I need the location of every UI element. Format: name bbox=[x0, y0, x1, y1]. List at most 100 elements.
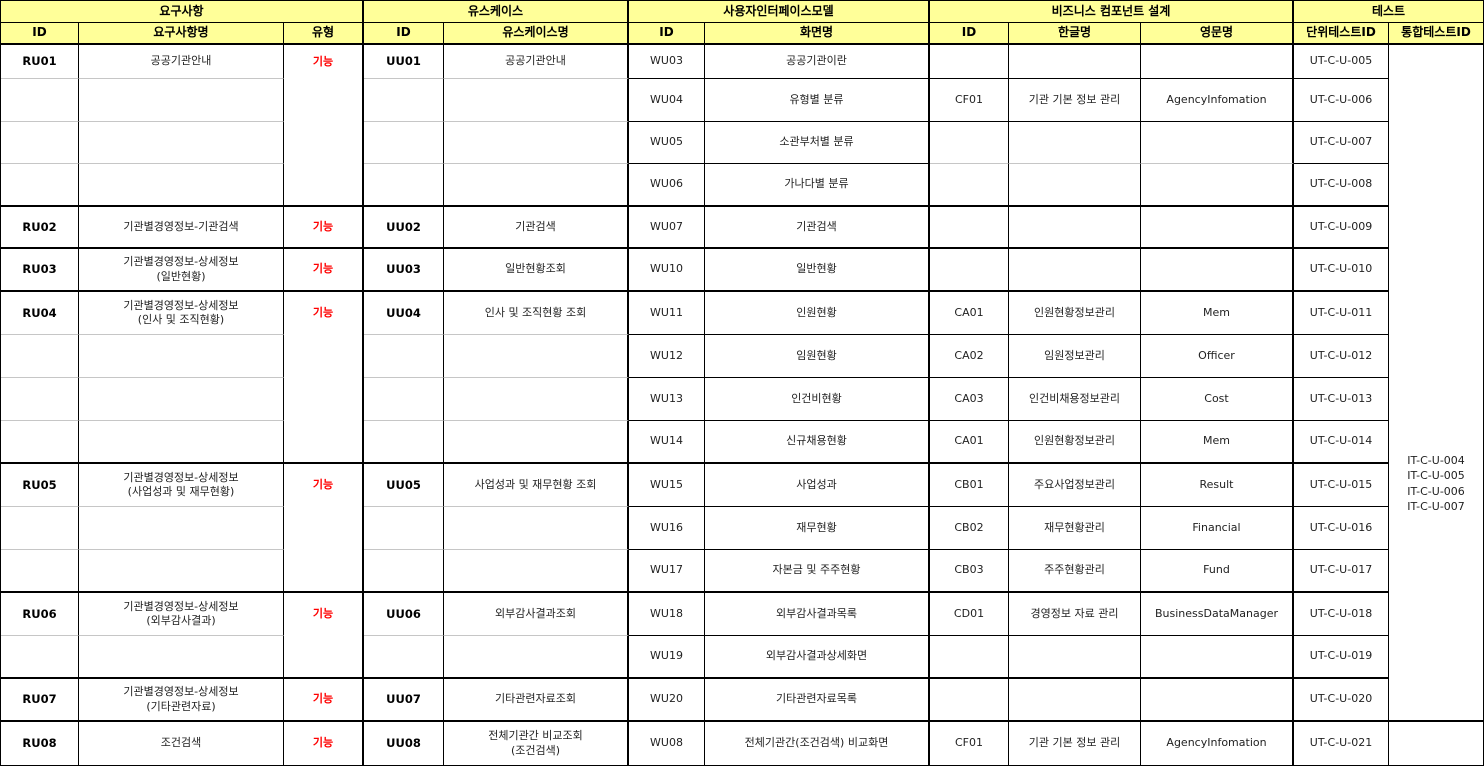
col-header-usecase-id[interactable]: ID bbox=[364, 23, 444, 45]
component-en-cell[interactable]: Mem bbox=[1141, 421, 1294, 464]
component-id-cell[interactable]: CB03 bbox=[930, 550, 1009, 593]
component-en-cell[interactable]: Financial bbox=[1141, 507, 1294, 550]
req-type-cell[interactable]: 기능 bbox=[284, 593, 364, 636]
unit-test-cell[interactable]: UT-C-U-017 bbox=[1294, 550, 1389, 593]
usecase-name-cell[interactable]: 기타관련자료조회 bbox=[444, 679, 629, 722]
req-id-cell[interactable] bbox=[1, 79, 79, 122]
req-id-cell[interactable]: RU01 bbox=[1, 45, 79, 79]
component-id-cell[interactable]: CA01 bbox=[930, 421, 1009, 464]
usecase-id-cell[interactable] bbox=[364, 507, 444, 550]
req-id-cell[interactable] bbox=[1, 636, 79, 679]
unit-test-cell[interactable]: UT-C-U-008 bbox=[1294, 164, 1389, 207]
component-id-cell[interactable] bbox=[930, 164, 1009, 207]
usecase-name-cell[interactable] bbox=[444, 164, 629, 207]
component-id-cell[interactable] bbox=[930, 45, 1009, 79]
component-id-cell[interactable] bbox=[930, 636, 1009, 679]
unit-test-cell[interactable]: UT-C-U-021 bbox=[1294, 722, 1389, 765]
req-name-cell[interactable]: 기관별경영정보-기관검색 bbox=[79, 207, 284, 249]
component-en-cell[interactable]: Officer bbox=[1141, 335, 1294, 378]
unit-test-cell[interactable]: UT-C-U-007 bbox=[1294, 122, 1389, 164]
req-id-cell[interactable] bbox=[1, 164, 79, 207]
component-id-cell[interactable]: CD01 bbox=[930, 593, 1009, 636]
component-id-cell[interactable]: CA02 bbox=[930, 335, 1009, 378]
req-id-cell[interactable] bbox=[1, 421, 79, 464]
component-id-cell[interactable]: CB02 bbox=[930, 507, 1009, 550]
usecase-name-cell[interactable] bbox=[444, 378, 629, 421]
component-id-cell[interactable]: CF01 bbox=[930, 79, 1009, 122]
screen-id-cell[interactable]: WU08 bbox=[629, 722, 705, 765]
req-name-cell[interactable] bbox=[79, 507, 284, 550]
component-kr-cell[interactable]: 인원현황정보관리 bbox=[1009, 292, 1141, 335]
req-id-cell[interactable] bbox=[1, 122, 79, 164]
usecase-name-cell[interactable]: 외부감사결과조회 bbox=[444, 593, 629, 636]
component-kr-cell[interactable] bbox=[1009, 207, 1141, 249]
screen-name-cell[interactable]: 재무현황 bbox=[705, 507, 930, 550]
component-en-cell[interactable]: BusinessDataManager bbox=[1141, 593, 1294, 636]
usecase-id-cell[interactable] bbox=[364, 164, 444, 207]
component-id-cell[interactable] bbox=[930, 249, 1009, 292]
col-header-unit-test-id[interactable]: 단위테스트ID bbox=[1294, 23, 1389, 45]
screen-name-cell[interactable]: 신규채용현황 bbox=[705, 421, 930, 464]
req-id-cell[interactable] bbox=[1, 335, 79, 378]
component-en-cell[interactable] bbox=[1141, 122, 1294, 164]
col-header-req-type[interactable]: 유형 bbox=[284, 23, 364, 45]
screen-id-cell[interactable]: WU05 bbox=[629, 122, 705, 164]
req-type-cell[interactable]: 기능 bbox=[284, 45, 364, 79]
usecase-name-cell[interactable] bbox=[444, 79, 629, 122]
usecase-name-cell[interactable] bbox=[444, 421, 629, 464]
component-kr-cell[interactable]: 인건비채용정보관리 bbox=[1009, 378, 1141, 421]
unit-test-cell[interactable]: UT-C-U-019 bbox=[1294, 636, 1389, 679]
usecase-id-cell[interactable]: UU06 bbox=[364, 593, 444, 636]
group-header-ui-model[interactable]: 사용자인터페이스모델 bbox=[629, 1, 930, 23]
usecase-id-cell[interactable]: UU04 bbox=[364, 292, 444, 335]
usecase-name-cell[interactable] bbox=[444, 636, 629, 679]
component-en-cell[interactable]: AgencyInfomation bbox=[1141, 79, 1294, 122]
component-en-cell[interactable] bbox=[1141, 679, 1294, 722]
req-name-cell[interactable] bbox=[79, 79, 284, 122]
usecase-name-cell[interactable]: 일반현황조회 bbox=[444, 249, 629, 292]
req-name-cell[interactable]: 기관별경영정보-상세정보 (외부감사결과) bbox=[79, 593, 284, 636]
req-name-cell[interactable]: 기관별경영정보-상세정보 (일반현황) bbox=[79, 249, 284, 292]
req-name-cell[interactable] bbox=[79, 164, 284, 207]
screen-id-cell[interactable]: WU04 bbox=[629, 79, 705, 122]
component-kr-cell[interactable] bbox=[1009, 164, 1141, 207]
component-id-cell[interactable]: CA03 bbox=[930, 378, 1009, 421]
req-type-cell[interactable]: 기능 bbox=[284, 679, 364, 722]
component-kr-cell[interactable] bbox=[1009, 122, 1141, 164]
req-id-cell[interactable]: RU02 bbox=[1, 207, 79, 249]
req-id-cell[interactable] bbox=[1, 550, 79, 593]
unit-test-cell[interactable]: UT-C-U-016 bbox=[1294, 507, 1389, 550]
req-id-cell[interactable]: RU08 bbox=[1, 722, 79, 765]
req-type-cell[interactable] bbox=[284, 550, 364, 593]
usecase-id-cell[interactable] bbox=[364, 421, 444, 464]
screen-name-cell[interactable]: 외부감사결과목록 bbox=[705, 593, 930, 636]
unit-test-cell[interactable]: UT-C-U-011 bbox=[1294, 292, 1389, 335]
component-en-cell[interactable]: Fund bbox=[1141, 550, 1294, 593]
component-en-cell[interactable]: AgencyInfomation bbox=[1141, 722, 1294, 765]
req-id-cell[interactable] bbox=[1, 378, 79, 421]
screen-name-cell[interactable]: 유형별 분류 bbox=[705, 79, 930, 122]
component-id-cell[interactable] bbox=[930, 679, 1009, 722]
req-type-cell[interactable]: 기능 bbox=[284, 464, 364, 507]
screen-name-cell[interactable]: 기타관련자료목록 bbox=[705, 679, 930, 722]
col-header-screen-name[interactable]: 화면명 bbox=[705, 23, 930, 45]
component-en-cell[interactable]: Mem bbox=[1141, 292, 1294, 335]
usecase-id-cell[interactable]: UU07 bbox=[364, 679, 444, 722]
usecase-id-cell[interactable] bbox=[364, 550, 444, 593]
req-type-cell[interactable] bbox=[284, 421, 364, 464]
req-id-cell[interactable]: RU07 bbox=[1, 679, 79, 722]
component-en-cell[interactable]: Cost bbox=[1141, 378, 1294, 421]
req-name-cell[interactable] bbox=[79, 636, 284, 679]
req-type-cell[interactable] bbox=[284, 122, 364, 164]
group-header-requirements[interactable]: 요구사항 bbox=[1, 1, 364, 23]
usecase-name-cell[interactable]: 기관검색 bbox=[444, 207, 629, 249]
req-type-cell[interactable] bbox=[284, 335, 364, 378]
component-en-cell[interactable] bbox=[1141, 207, 1294, 249]
component-id-cell[interactable]: CA01 bbox=[930, 292, 1009, 335]
usecase-name-cell[interactable]: 공공기관안내 bbox=[444, 45, 629, 79]
req-type-cell[interactable]: 기능 bbox=[284, 249, 364, 292]
screen-name-cell[interactable]: 일반현황 bbox=[705, 249, 930, 292]
usecase-name-cell[interactable] bbox=[444, 335, 629, 378]
req-name-cell[interactable]: 기관별경영정보-상세정보 (기타관련자료) bbox=[79, 679, 284, 722]
usecase-id-cell[interactable] bbox=[364, 335, 444, 378]
